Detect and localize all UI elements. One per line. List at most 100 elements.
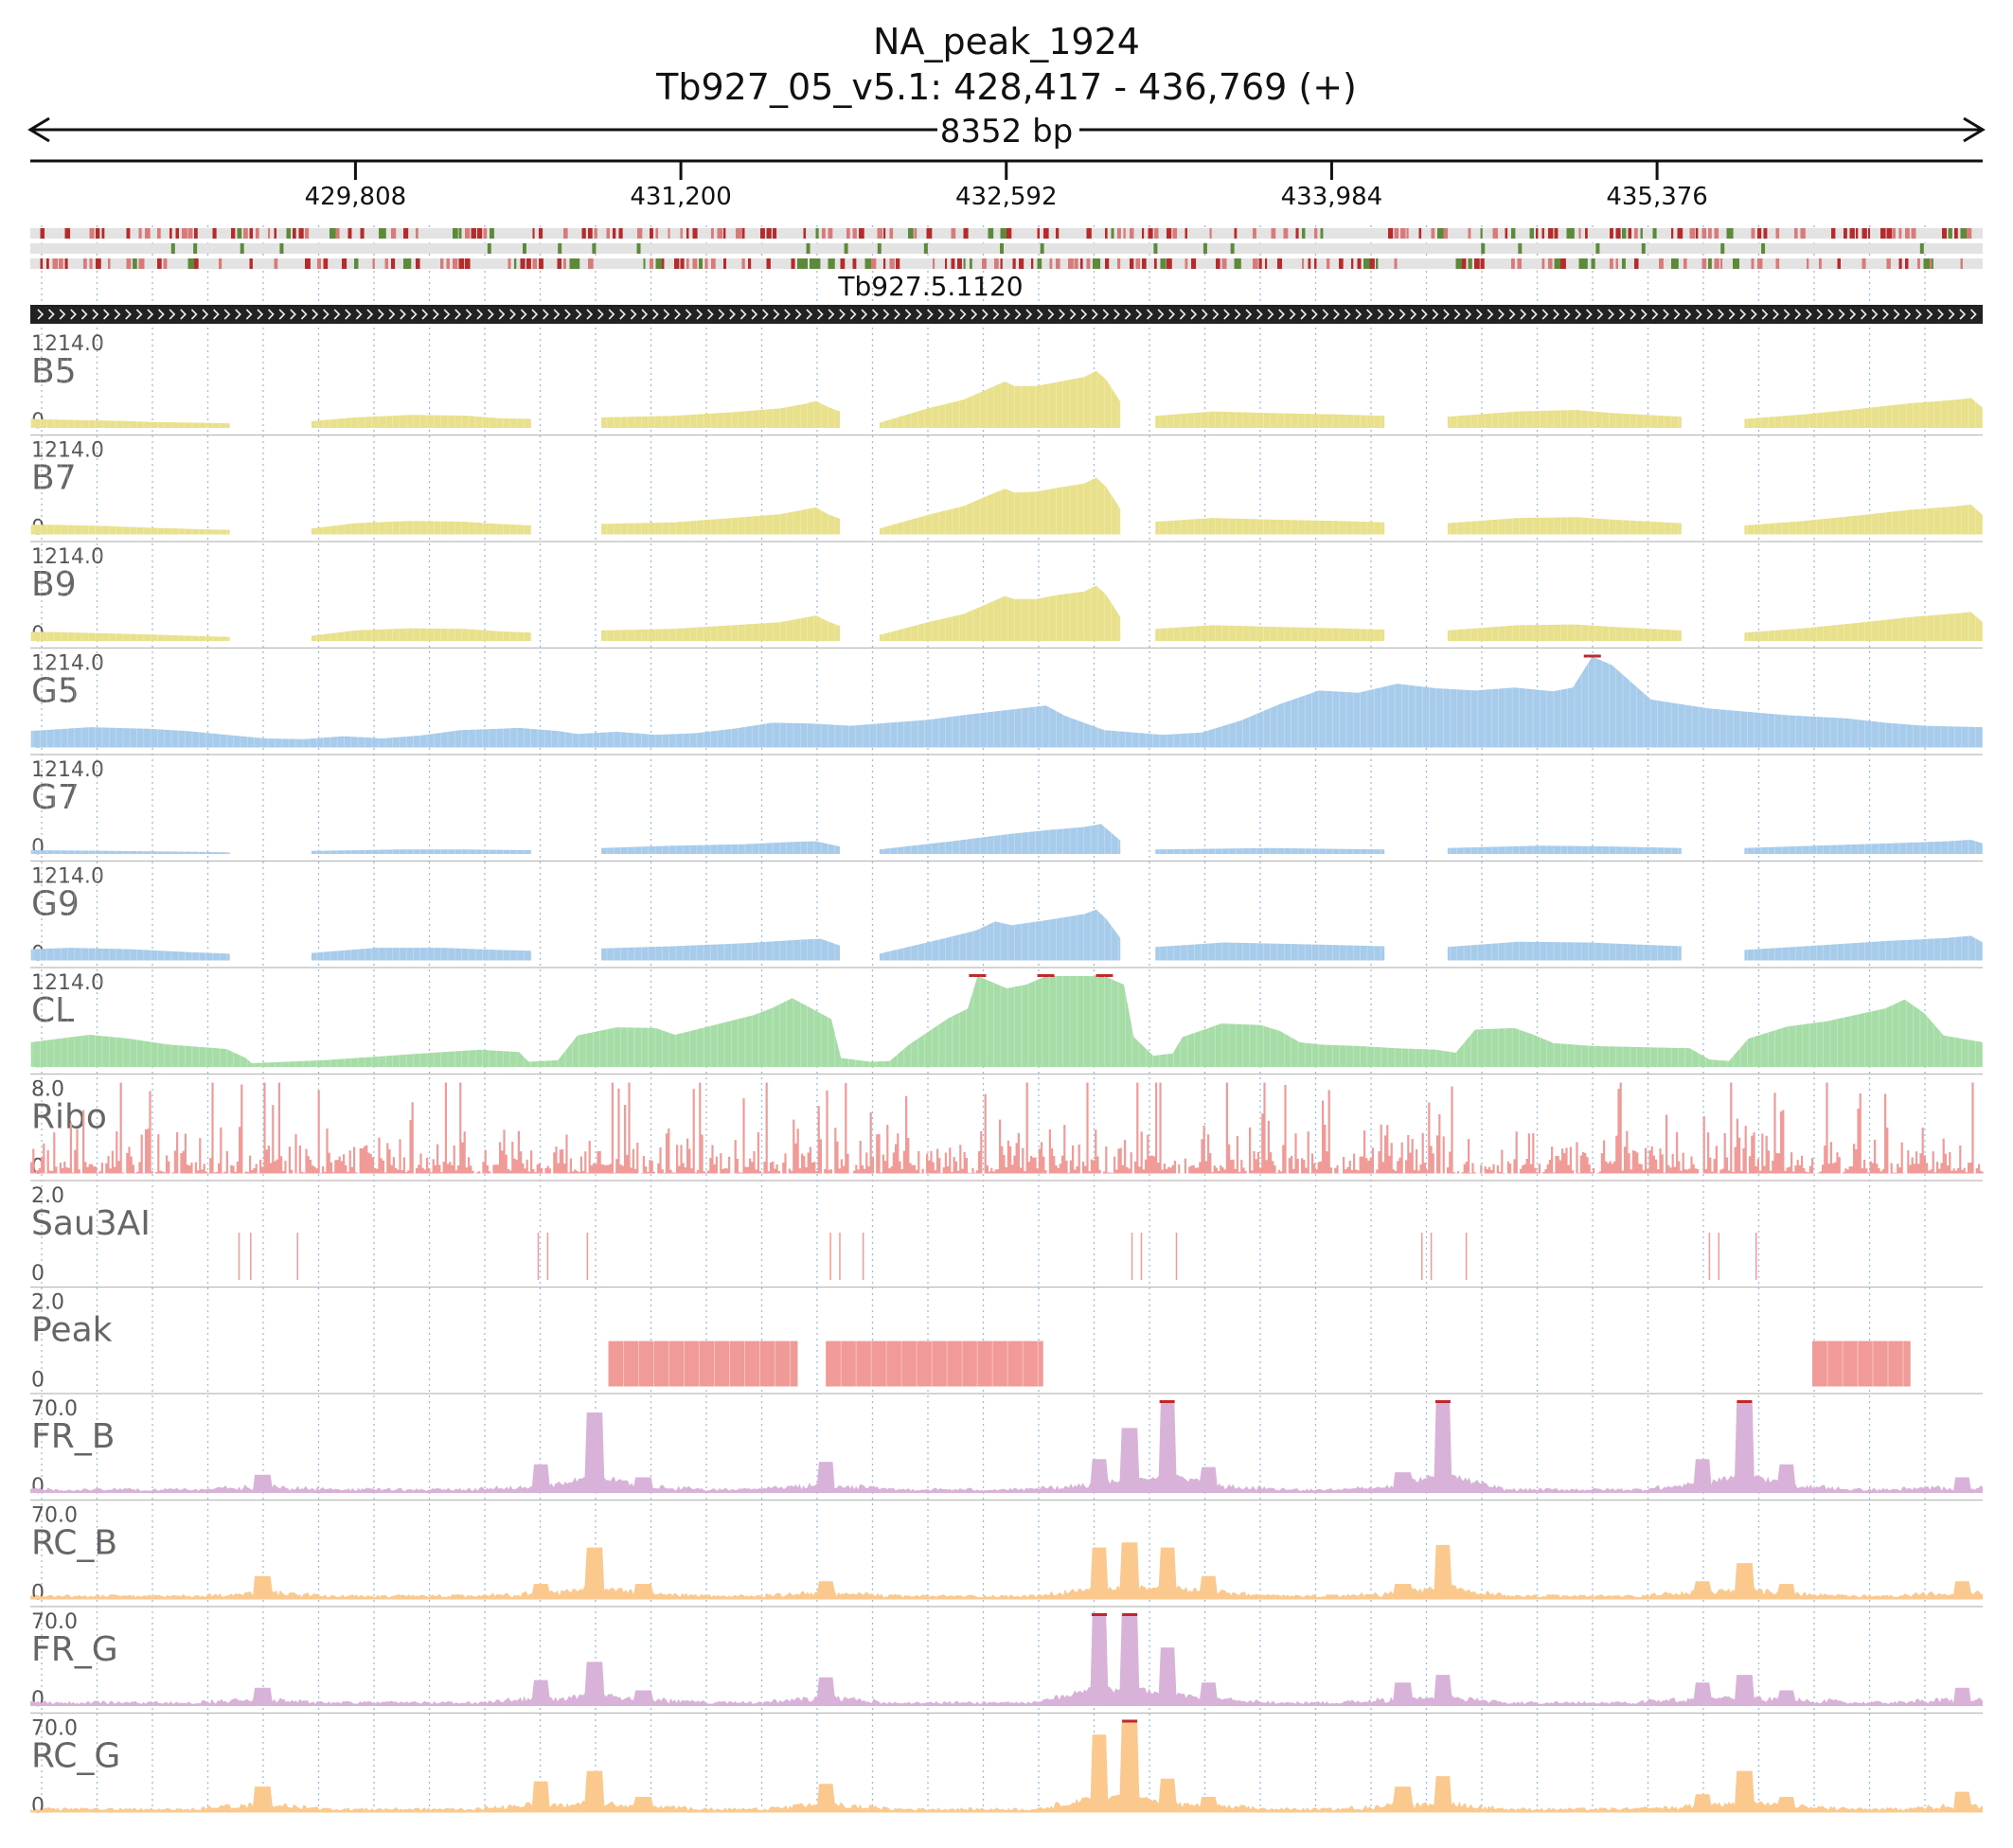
feature-mark xyxy=(1751,258,1755,269)
strand-arrow xyxy=(916,309,923,320)
feature-mark xyxy=(828,228,833,239)
strand-arrow xyxy=(1135,309,1143,320)
strand-arrow xyxy=(1366,309,1373,320)
feature-mark xyxy=(1172,228,1178,239)
feature-mark xyxy=(680,258,685,269)
feature-mark xyxy=(138,228,142,239)
feature-mark xyxy=(526,258,531,269)
feature-mark xyxy=(1111,228,1114,239)
feature-mark xyxy=(1720,243,1725,254)
gene-track: Tb927.5.1120 xyxy=(30,271,1983,324)
feature-mark xyxy=(416,228,419,239)
strand-arrow xyxy=(1004,309,1010,320)
feature-mark xyxy=(279,243,284,254)
strand-arrow xyxy=(443,309,451,320)
feature-mark xyxy=(532,258,538,269)
feature-mark xyxy=(89,228,95,239)
feature-mark xyxy=(822,228,826,239)
feature-mark xyxy=(1701,258,1707,269)
feature-mark xyxy=(797,258,808,269)
track-zero-label: 0 xyxy=(31,1262,45,1286)
feature-mark xyxy=(89,258,93,269)
feature-mark xyxy=(256,228,259,239)
feature-mark xyxy=(293,228,296,239)
strand-arrow xyxy=(1498,309,1505,320)
feature-mark xyxy=(1837,258,1841,269)
strand-arrow xyxy=(1541,309,1549,320)
coverage-area xyxy=(601,615,840,641)
feature-mark xyxy=(717,228,723,239)
feature-mark xyxy=(1708,228,1712,239)
gene-body xyxy=(30,305,1983,324)
strand-arrow xyxy=(421,309,429,320)
coverage-area xyxy=(30,1721,1983,1813)
feature-mark xyxy=(668,228,670,239)
coverage-area xyxy=(312,628,532,641)
feature-mark xyxy=(877,243,882,254)
feature-mark xyxy=(563,228,568,239)
feature-mark xyxy=(1893,228,1896,239)
strand-arrow xyxy=(982,309,989,320)
strand-arrow xyxy=(1289,309,1296,320)
feature-mark xyxy=(1068,258,1074,269)
strand-arrow xyxy=(410,309,418,320)
feature-mark xyxy=(1800,228,1806,239)
feature-mark xyxy=(446,258,450,269)
strand-arrow xyxy=(696,309,704,320)
strand-arrow xyxy=(169,309,176,320)
feature-mark xyxy=(1634,258,1639,269)
feature-mark xyxy=(988,228,994,239)
feature-mark xyxy=(1185,258,1188,269)
feature-mark xyxy=(889,228,894,239)
feature-mark xyxy=(871,258,877,269)
strand-arrow xyxy=(817,309,824,320)
feature-mark xyxy=(1468,258,1472,269)
strand-arrow xyxy=(92,309,99,320)
feature-mark xyxy=(1481,243,1486,254)
feature-mark xyxy=(1253,228,1256,239)
feature-mark xyxy=(187,228,193,239)
feature-mark xyxy=(1043,228,1049,239)
feature-mark xyxy=(1117,228,1121,239)
feature-mark xyxy=(588,228,593,239)
strand-arrow xyxy=(1465,309,1472,320)
feature-mark xyxy=(1942,228,1947,239)
track-g9: 1214.0G90 xyxy=(30,865,1983,968)
strand-arrow xyxy=(1147,309,1153,320)
strand-arrow xyxy=(400,309,406,320)
feature-mark xyxy=(711,228,714,239)
strand-arrow xyxy=(1069,309,1077,320)
feature-mark xyxy=(286,228,292,239)
coverage-area xyxy=(1744,935,1983,961)
feature-mark xyxy=(1554,258,1563,269)
strand-arrow xyxy=(872,309,879,320)
feature-mark xyxy=(889,258,895,269)
coverage-area xyxy=(879,370,1121,428)
feature-mark xyxy=(662,258,665,269)
feature-mark xyxy=(403,258,412,269)
strand-arrow xyxy=(1696,309,1702,320)
strand-arrow xyxy=(1245,309,1253,320)
feature-mark xyxy=(360,228,365,239)
feature-mark xyxy=(636,243,641,254)
strand-arrow xyxy=(1861,309,1867,320)
strand-arrow xyxy=(1673,309,1681,320)
feature-mark xyxy=(522,243,526,254)
feature-mark xyxy=(274,228,277,239)
feature-mark xyxy=(1474,258,1480,269)
feature-mark xyxy=(618,228,623,239)
track-zero-label: 0 xyxy=(31,1795,45,1819)
strand-arrow xyxy=(103,309,110,320)
feature-mark xyxy=(1492,228,1498,239)
strand-arrow xyxy=(1871,309,1879,320)
feature-mark xyxy=(1868,228,1871,239)
track-name-label: Ribo xyxy=(31,1098,107,1137)
feature-mark xyxy=(1093,258,1101,269)
feature-mark xyxy=(926,228,933,239)
strand-arrow xyxy=(1212,309,1220,320)
feature-mark xyxy=(514,258,517,269)
strand-arrow xyxy=(1618,309,1626,320)
coordinate-ruler: 429,808 431,200 432,592 433,984 435,376 xyxy=(27,116,1986,211)
feature-mark xyxy=(403,228,409,239)
feature-mark xyxy=(298,228,304,239)
